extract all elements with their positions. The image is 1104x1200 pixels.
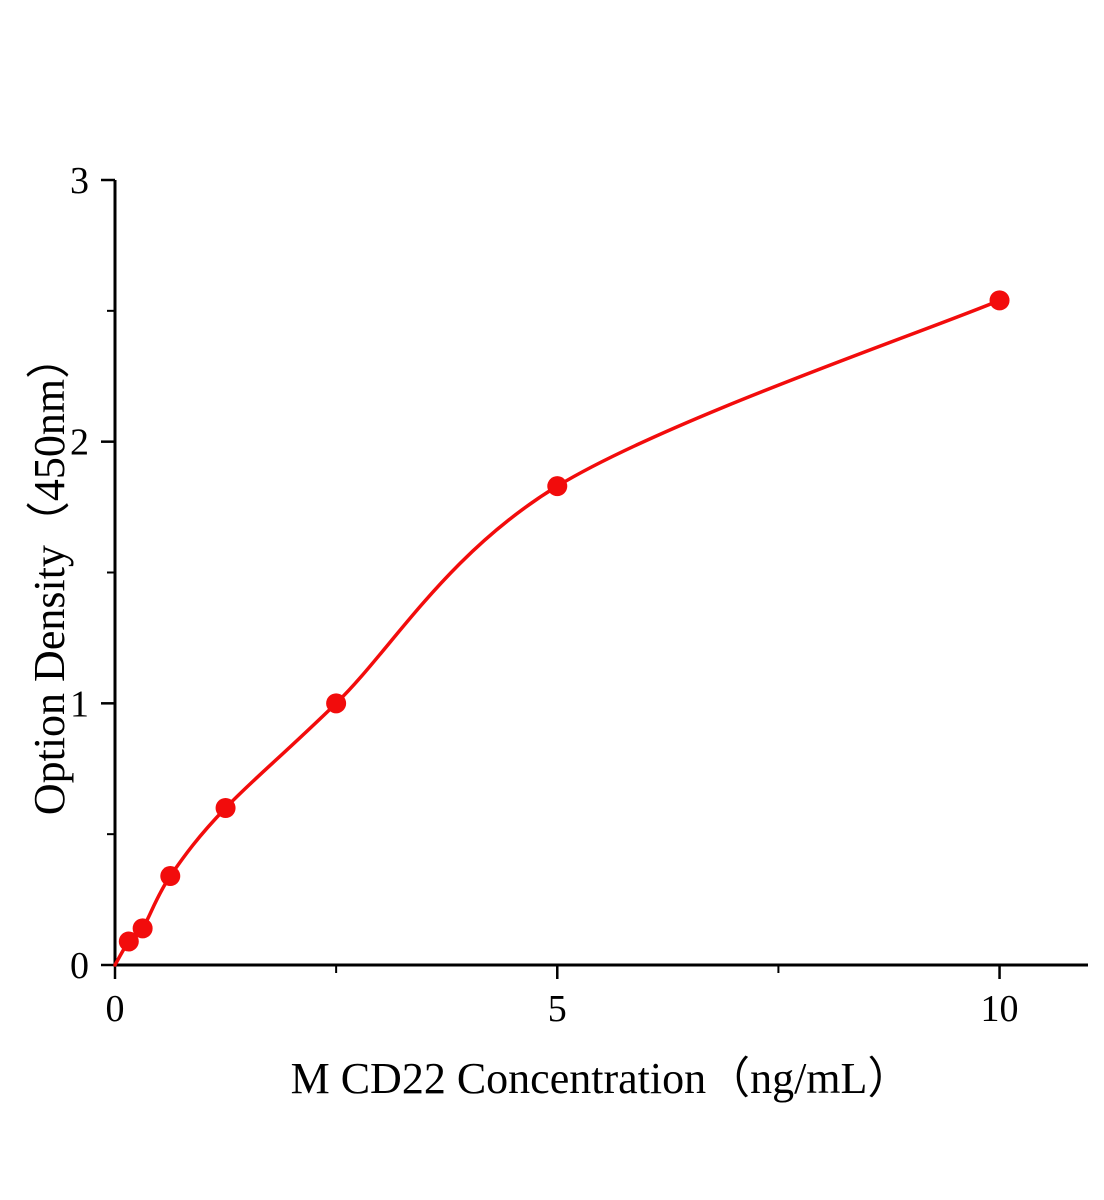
x-tick-label: 10: [981, 988, 1019, 1030]
y-tick-label: 0: [70, 945, 89, 987]
data-point: [215, 798, 236, 818]
y-axis-title: Option Density（450nm）: [25, 334, 74, 816]
data-point: [160, 866, 181, 887]
y-tick-label: 3: [70, 160, 89, 202]
data-point: [118, 931, 139, 952]
x-tick-label: 5: [548, 988, 567, 1030]
data-point: [989, 290, 1010, 311]
data-point: [547, 476, 568, 497]
y-tick-label: 2: [70, 422, 89, 464]
x-axis-title: M CD22 Concentration（ng/mL）: [290, 1054, 912, 1103]
x-tick-label: 0: [106, 988, 125, 1030]
fit-curve: [113, 298, 1002, 967]
data-point: [326, 693, 347, 714]
y-tick-label: 1: [70, 683, 89, 725]
data-point: [132, 918, 153, 939]
